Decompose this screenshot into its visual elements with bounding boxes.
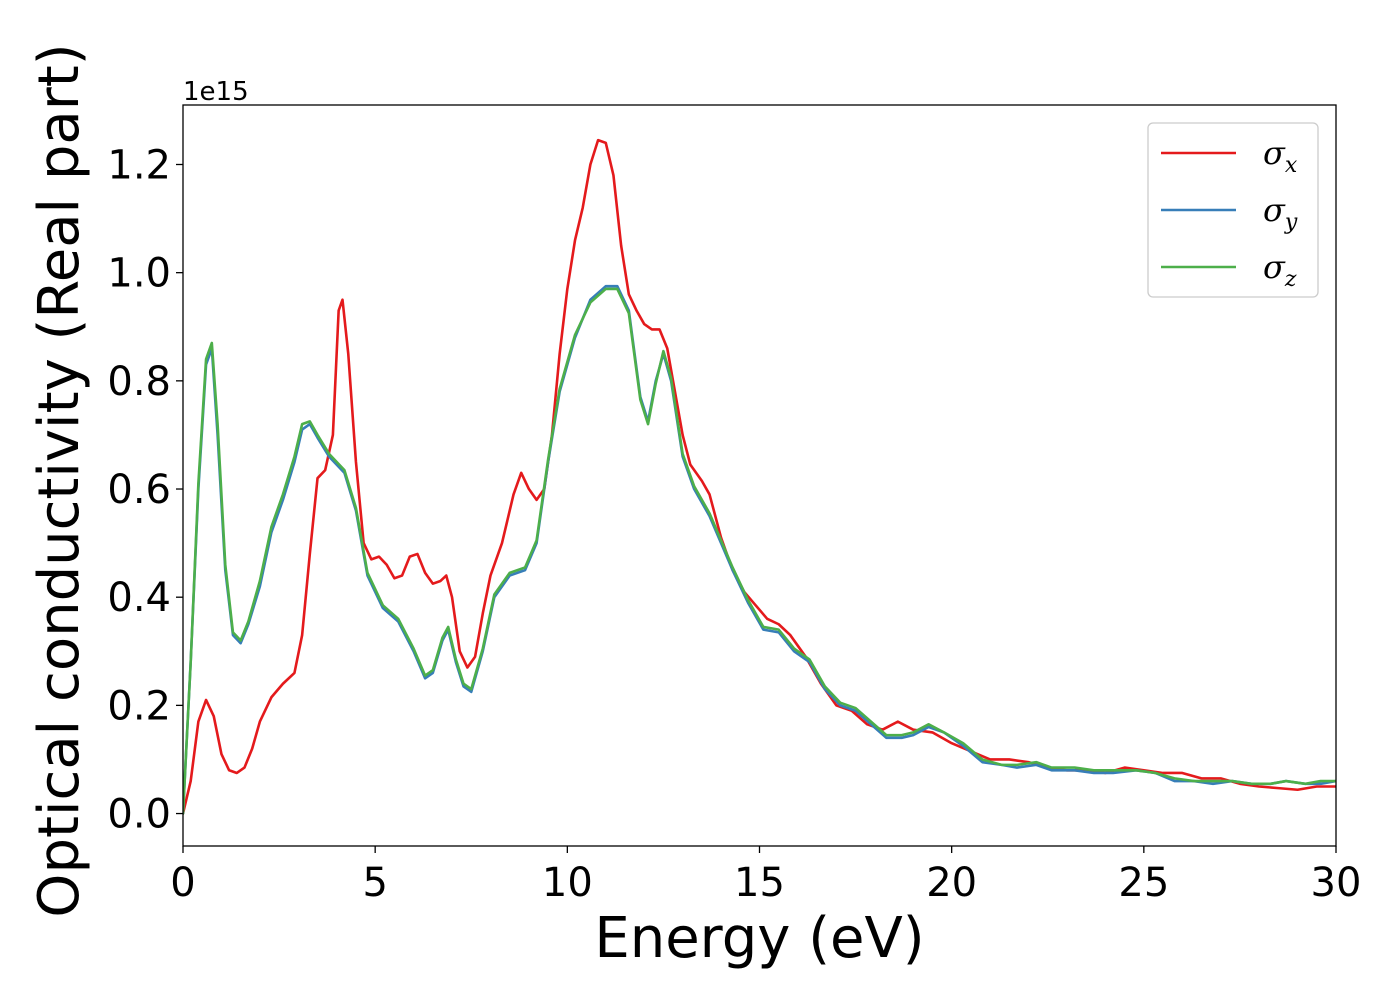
legend: σx σy σz — [1147, 122, 1319, 298]
x-tick-label: 0 — [170, 860, 195, 906]
series-line-y — [183, 284, 1336, 815]
y-tick-label: 1.2 — [107, 142, 171, 188]
axes: 0 5 10 15 20 25 30 0.0 0.2 0.4 0.6 0.8 1.0 1.2 — [107, 104, 1362, 906]
y-tick-label: 0.2 — [107, 683, 171, 729]
x-tick-label: 5 — [362, 860, 387, 906]
x-tick-label: 25 — [1118, 860, 1169, 906]
y-axis-label: Optical conductivity (Real part) — [27, 43, 92, 917]
y-axis-offset-label: 1e15 — [183, 77, 249, 107]
y-tick-label: 0.8 — [107, 359, 171, 405]
legend-label-z: σz — [1263, 248, 1297, 292]
y-tick-label: 0.6 — [107, 467, 171, 513]
y-tick-label: 1.0 — [107, 251, 171, 297]
plot-area — [183, 138, 1336, 815]
legend-label-y: σy — [1263, 191, 1298, 235]
legend-label-x: σx — [1263, 134, 1298, 178]
x-tick-label: 30 — [1311, 860, 1362, 906]
x-tick-label: 10 — [542, 860, 593, 906]
series-line-z — [183, 287, 1336, 815]
series-line-x — [183, 138, 1336, 815]
y-tick-label: 0.4 — [107, 575, 171, 621]
y-tick-label: 0.0 — [107, 792, 171, 838]
x-axis-label: Energy (eV) — [594, 906, 924, 971]
x-tick-label: 20 — [926, 860, 977, 906]
x-tick-label: 15 — [734, 860, 785, 906]
